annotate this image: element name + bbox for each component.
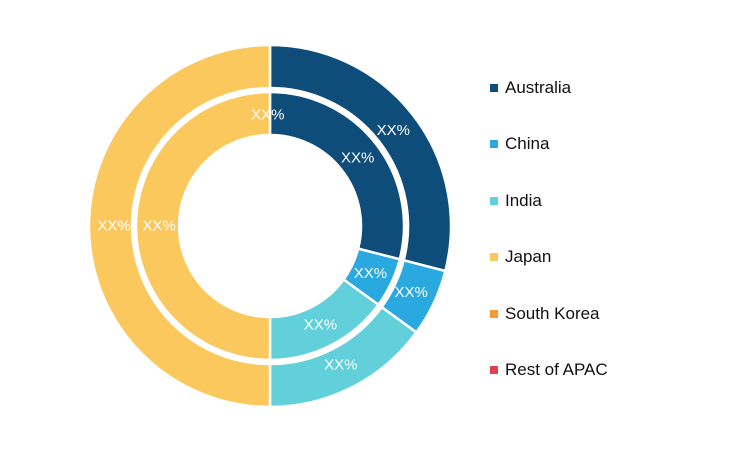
- outer-slice-japan: [87, 43, 272, 409]
- legend-label-china: China: [505, 134, 550, 154]
- outer-label-australia: XX%: [377, 122, 410, 139]
- legend: Australia China India Japan South Korea …: [490, 74, 608, 412]
- inner-label-australia: XX%: [341, 149, 374, 166]
- legend-item-japan: Japan: [490, 243, 608, 271]
- legend-label-india: India: [505, 190, 542, 210]
- legend-swatch-japan: [490, 253, 498, 262]
- legend-item-rest-of-apac: Rest of APAC: [490, 356, 608, 384]
- outer-label-india: XX%: [324, 356, 357, 373]
- legend-item-south-korea: South Korea: [490, 300, 608, 328]
- inner-label-india: XX%: [304, 316, 337, 333]
- outer-label-japan: XX%: [97, 218, 130, 235]
- outer-label-china: XX%: [394, 284, 427, 301]
- legend-swatch-india: [490, 196, 498, 205]
- legend-label-rest-of-apac: Rest of APAC: [505, 359, 608, 379]
- inner-slice-australia: [268, 90, 406, 261]
- inner-label-japan: XX%: [142, 218, 175, 235]
- legend-swatch-south-korea: [490, 309, 498, 318]
- inner-label-extra: XX%: [251, 107, 284, 124]
- legend-label-australia: Australia: [505, 78, 572, 97]
- legend-item-australia: Australia: [490, 74, 608, 102]
- legend-swatch-rest-of-apac: [490, 365, 498, 374]
- legend-swatch-china: [490, 140, 498, 149]
- legend-label-japan: Japan: [505, 247, 552, 267]
- labels-layer: XX%XX%XX%XX%XX%XX%XX%XX%XX%: [97, 107, 428, 374]
- slices-layer: [87, 43, 453, 409]
- legend-swatch-australia: [490, 84, 498, 92]
- legend-item-india: India: [490, 187, 608, 215]
- legend-label-south-korea: South Korea: [505, 303, 600, 323]
- legend-item-china: China: [490, 130, 608, 158]
- inner-slice-japan: [134, 90, 272, 362]
- inner-label-china: XX%: [354, 265, 387, 282]
